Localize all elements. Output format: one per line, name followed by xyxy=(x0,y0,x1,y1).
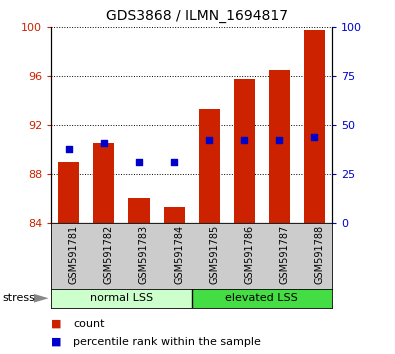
Text: GSM591788: GSM591788 xyxy=(314,225,324,284)
Text: GSM591784: GSM591784 xyxy=(174,225,184,284)
Point xyxy=(66,147,72,152)
Point xyxy=(206,137,212,142)
Bar xyxy=(93,143,115,223)
Point xyxy=(171,159,177,165)
Bar xyxy=(192,289,332,308)
Text: GSM591787: GSM591787 xyxy=(279,225,289,284)
Point xyxy=(136,159,142,165)
Text: GSM591782: GSM591782 xyxy=(104,225,114,284)
Bar xyxy=(128,199,149,223)
Text: GSM591785: GSM591785 xyxy=(209,225,219,284)
Text: ■: ■ xyxy=(51,319,62,329)
Text: GSM591786: GSM591786 xyxy=(244,225,254,284)
Text: count: count xyxy=(73,319,105,329)
Bar xyxy=(234,79,255,223)
Bar xyxy=(51,289,192,308)
Text: normal LSS: normal LSS xyxy=(90,293,153,303)
Point xyxy=(241,137,247,142)
Text: GDS3868 / ILMN_1694817: GDS3868 / ILMN_1694817 xyxy=(107,9,288,23)
Bar xyxy=(164,207,184,223)
Text: ■: ■ xyxy=(51,337,62,347)
Point xyxy=(101,141,107,146)
Polygon shape xyxy=(34,294,49,303)
Text: elevated LSS: elevated LSS xyxy=(225,293,298,303)
Bar xyxy=(199,109,220,223)
Bar xyxy=(304,30,325,223)
Bar xyxy=(58,162,79,223)
Point xyxy=(311,134,318,140)
Bar xyxy=(269,69,290,223)
Text: percentile rank within the sample: percentile rank within the sample xyxy=(73,337,261,347)
Text: GSM591781: GSM591781 xyxy=(69,225,79,284)
Text: stress: stress xyxy=(2,293,35,303)
Point xyxy=(276,137,282,142)
Text: GSM591783: GSM591783 xyxy=(139,225,149,284)
